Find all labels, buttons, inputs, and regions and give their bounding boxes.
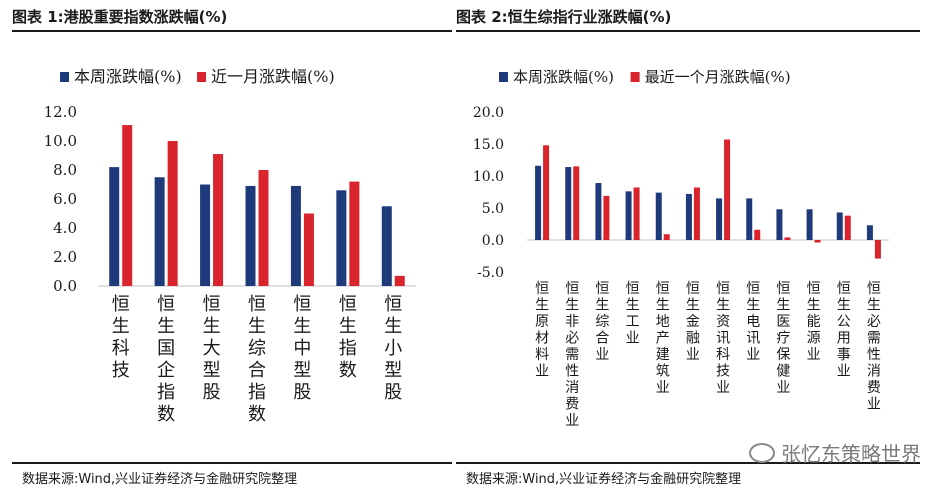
left-panel: 图表 1:港股重要指数涨跌幅(%) 0.0 2.0 4.0 6.0 8.0 10.0 12.…	[12, 8, 452, 487]
left-bar-chart: 0.0 2.0 4.0 6.0 8.0 10.0 12.0 恒生科技 恒生国企指数 恒生大型股 恒生…	[44, 67, 416, 425]
left-legend-swatch	[60, 72, 69, 82]
left-source-rule	[12, 462, 452, 464]
left-bar-week	[154, 177, 165, 286]
right-bar-week	[716, 198, 723, 240]
left-bar-week	[290, 185, 301, 286]
right-category-label: 恒生地产建筑业	[656, 281, 670, 396]
right-source-rule	[456, 462, 920, 464]
right-chart-title: 图表 2:恒生综指行业涨跌幅(%)	[456, 8, 672, 26]
right-bar-month	[814, 240, 821, 243]
right-title-rule	[456, 30, 920, 32]
right-legend-swatch	[499, 72, 508, 82]
left-category-label: 恒生国企指数	[157, 294, 175, 425]
right-bar-month	[784, 237, 791, 240]
right-bar-month	[693, 187, 700, 240]
left-bar-week	[381, 206, 392, 286]
right-ytick-label: 10.0	[473, 169, 504, 185]
left-ytick-label: 6.0	[53, 190, 77, 208]
right-bar-month	[543, 145, 550, 240]
right-bar-week	[535, 165, 542, 240]
left-bar-month	[213, 154, 224, 286]
left-ytick-label: 10.0	[44, 132, 77, 150]
right-category-label: 恒生原材料业	[535, 281, 549, 380]
left-bar-month	[258, 170, 269, 286]
right-panel: 图表 2:恒生综指行业涨跌幅(%) -5.0 0.0 5.0 10.0 15.0 20.0…	[452, 0, 931, 499]
left-bar-month	[303, 213, 314, 286]
right-category-label: 恒生能源业	[807, 281, 821, 363]
right-bar-week	[746, 198, 753, 240]
right-category-label: 恒生必需性消费业	[867, 281, 881, 413]
left-bar-week	[245, 185, 256, 286]
left-category-label: 恒生指数	[339, 294, 357, 381]
right-ytick-label: 20.0	[473, 105, 504, 121]
left-bar-month	[349, 181, 360, 286]
right-category-label: 恒生公用事业	[837, 281, 851, 380]
right-legend-label: 最近一个月涨跌幅(%)	[645, 68, 791, 86]
right-category-label: 恒生医疗保健业	[776, 281, 790, 396]
right-bar-week	[836, 212, 843, 240]
right-bar-month	[663, 234, 670, 240]
left-bar-month	[167, 141, 178, 286]
left-category-label: 恒生综合指数	[248, 294, 266, 425]
right-bar-week	[806, 209, 813, 240]
right-bar-month	[724, 139, 731, 240]
right-ytick-label: 5.0	[482, 201, 504, 217]
right-bar-month	[633, 187, 640, 240]
right-source: 数据来源:Wind,兴业证券经济与金融研究院整理	[466, 472, 742, 487]
left-category-label: 恒生小型股	[384, 294, 402, 403]
right-ytick-label: 0.0	[482, 233, 504, 249]
left-title-rule	[12, 30, 452, 32]
right-bar-month	[603, 195, 610, 240]
right-bar-week	[866, 225, 873, 240]
right-ytick-label: -5.0	[477, 265, 504, 281]
left-source: 数据来源:Wind,兴业证券经济与金融研究院整理	[22, 472, 298, 487]
right-bar-week	[685, 193, 692, 240]
left-category-label: 恒生大型股	[203, 294, 221, 403]
right-bar-chart: -5.0 0.0 5.0 10.0 15.0 20.0 恒生原材料业 恒生非必需性消费业 恒生综…	[473, 68, 889, 429]
right-bar-week	[595, 183, 602, 240]
right-category-label: 恒生工业	[626, 281, 640, 347]
right-bar-week	[565, 167, 572, 240]
left-bar-week	[109, 167, 120, 286]
right-bar-month	[754, 229, 761, 240]
right-category-label: 恒生资讯科技业	[716, 281, 730, 396]
left-ytick-label: 8.0	[53, 161, 77, 179]
left-category-label: 恒生中型股	[293, 294, 311, 403]
left-bar-week	[336, 190, 347, 286]
right-bar-month	[844, 215, 851, 240]
right-legend-swatch	[630, 72, 640, 82]
left-category-label: 恒生科技	[112, 294, 130, 381]
left-ytick-label: 0.0	[53, 277, 77, 295]
right-category-label: 恒生电讯业	[746, 281, 760, 363]
right-ytick-label: 15.0	[473, 137, 504, 153]
left-legend-label: 本周涨跌幅(%)	[74, 67, 182, 86]
left-ytick-label: 4.0	[53, 219, 77, 237]
right-bar-week	[625, 191, 632, 240]
right-bar-week	[776, 209, 783, 240]
right-category-label: 恒生综合业	[595, 281, 609, 363]
right-bar-week	[655, 192, 662, 240]
right-legend-label: 本周涨跌幅(%)	[513, 68, 614, 86]
right-category-label: 恒生金融业	[686, 281, 700, 363]
watermark: 张忆东策略世界	[749, 438, 921, 467]
left-ytick-label: 2.0	[53, 248, 77, 266]
right-category-label: 恒生非必需性消费业	[565, 281, 579, 429]
left-bar-week	[200, 184, 211, 286]
left-bar-month	[122, 125, 133, 286]
wechat-icon	[749, 443, 775, 463]
watermark-text: 张忆东策略世界	[781, 442, 921, 466]
left-chart-title: 图表 1:港股重要指数涨跌幅(%)	[12, 8, 228, 26]
left-legend-swatch	[197, 72, 207, 82]
left-bar-month	[394, 275, 405, 286]
left-legend-label: 近一月涨跌幅(%)	[211, 67, 335, 86]
right-bar-month	[573, 166, 580, 240]
left-ytick-label: 12.0	[44, 103, 77, 121]
right-bar-month	[874, 240, 881, 259]
